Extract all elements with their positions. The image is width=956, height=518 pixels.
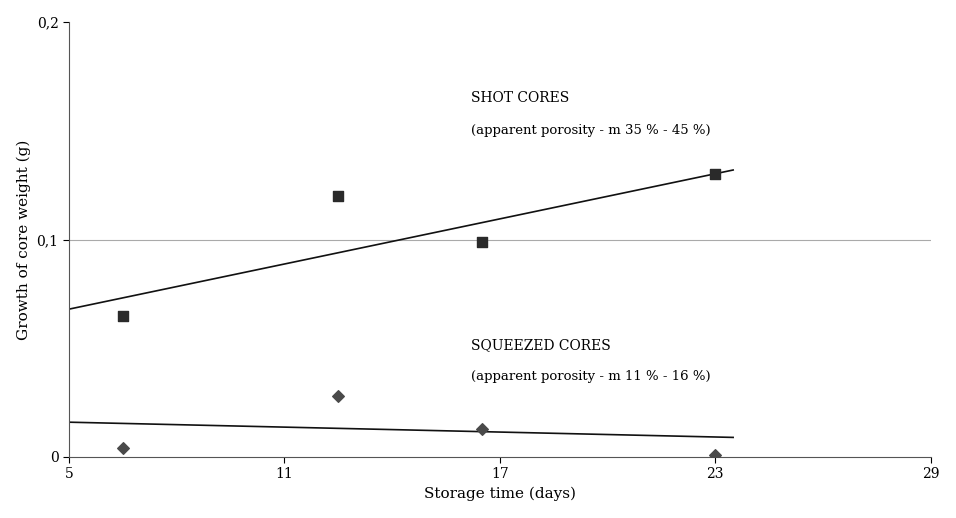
Point bbox=[331, 392, 346, 400]
Text: (apparent porosity - m 35 % - 45 %): (apparent porosity - m 35 % - 45 %) bbox=[471, 124, 710, 137]
Text: (apparent porosity - m 11 % - 16 %): (apparent porosity - m 11 % - 16 %) bbox=[471, 370, 710, 383]
Point bbox=[707, 170, 723, 179]
Text: SHOT CORES: SHOT CORES bbox=[471, 91, 570, 105]
Point bbox=[331, 192, 346, 200]
X-axis label: Storage time (days): Storage time (days) bbox=[424, 487, 576, 501]
Text: SQUEEZED CORES: SQUEEZED CORES bbox=[471, 339, 611, 353]
Y-axis label: Growth of core weight (g): Growth of core weight (g) bbox=[16, 139, 31, 340]
Point bbox=[474, 238, 489, 246]
Point bbox=[474, 425, 489, 433]
Point bbox=[116, 311, 131, 320]
Point bbox=[707, 451, 723, 459]
Point bbox=[116, 444, 131, 452]
